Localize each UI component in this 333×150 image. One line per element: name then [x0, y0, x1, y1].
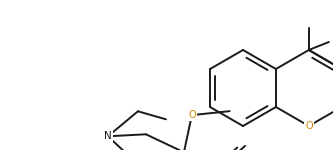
Text: N: N	[104, 131, 112, 141]
Text: O: O	[188, 110, 196, 120]
Text: O: O	[305, 121, 313, 131]
